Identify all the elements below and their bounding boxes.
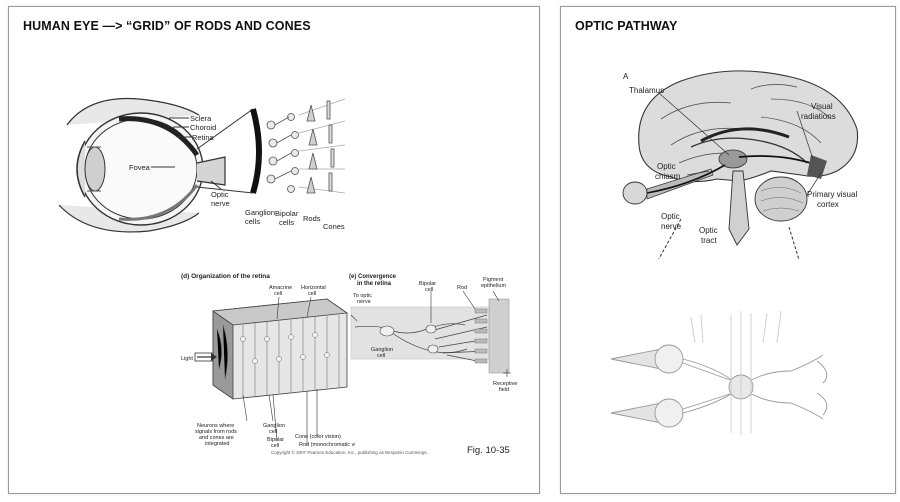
slide-title: OPTIC PATHWAY: [575, 19, 678, 33]
label-bipolar-cells-1: Bipolar: [275, 209, 299, 218]
slide-title: HUMAN EYE —> “GRID” OF RODS AND CONES: [23, 19, 311, 33]
label-e-bipolar-2: cell: [425, 287, 433, 293]
label-choroid: Choroid: [190, 123, 216, 132]
copyright-text: Copyright © 2007 Pearson Education, Inc.…: [271, 450, 428, 455]
label-neurons-3: and cones are: [199, 435, 234, 441]
label-bipolar-1: Bipolar: [267, 437, 284, 443]
label-neurons-1: Neurons where: [197, 423, 234, 429]
label-optic-chiasm-1: Optic: [657, 162, 676, 171]
label-bipolar-cells-2: cells: [279, 218, 294, 227]
label-to-optic-2: nerve: [357, 299, 371, 305]
label-retina: Retina: [192, 133, 215, 142]
label-optic-tract-1: Optic: [699, 226, 718, 235]
label-to-optic-1: To optic: [353, 293, 372, 299]
label-e-ganglion-2: cell: [377, 353, 385, 359]
label-receptive-2: field: [499, 387, 509, 393]
label-primary-cortex-1: Primary visual: [807, 190, 857, 199]
label-cone: Cone (color vision): [295, 434, 341, 440]
label-rod: Rod (monochromatic vision): [299, 442, 355, 448]
label-optic-nerve-2: nerve: [661, 222, 682, 231]
label-panel-a: A: [623, 72, 629, 81]
label-visual-radiations-2: radiations: [801, 112, 836, 121]
panel-e-title-2: in the retina: [357, 281, 392, 287]
label-receptive-1: Receptive: [493, 381, 517, 387]
label-sclera: Sclera: [190, 114, 212, 123]
label-primary-cortex-2: cortex: [817, 200, 839, 209]
label-optic-nerve-1: Optic: [211, 190, 229, 199]
retina-convergence-figure: (e) Convergence in the retina To optic: [349, 274, 517, 393]
retina-organization-figure: (d) Organization of the retina Amac: [181, 273, 355, 449]
label-thalamus: Thalamus: [629, 86, 664, 95]
label-ganglion-cells-2: cells: [245, 217, 260, 226]
slide-optic-pathway: OPTIC PATHWAY: [560, 6, 896, 494]
label-neurons-4: integrated: [205, 441, 229, 447]
label-horizontal-2: cell: [308, 291, 316, 297]
figure-label: Fig. 10-35: [467, 445, 510, 456]
label-cones: Cones: [323, 222, 345, 231]
label-pigment-1: Pigment: [483, 277, 504, 283]
label-e-ganglion-1: Ganglion: [371, 347, 393, 353]
label-ganglion-1: Ganglion: [263, 423, 285, 429]
label-ganglion-cells-1: Ganglion: [245, 208, 275, 217]
slide-human-eye: HUMAN EYE —> “GRID” OF RODS AND CONES: [8, 6, 540, 494]
label-ganglion-2: cell: [269, 429, 277, 435]
eye-cross-section-figure: Sclera Choroid Retina Fovea Optic nerve …: [58, 97, 346, 233]
label-optic-tract-2: tract: [701, 236, 717, 245]
label-pigment-2: epithelium: [481, 283, 506, 289]
label-rods: Rods: [303, 214, 321, 223]
label-bipolar-2: cell: [271, 443, 279, 449]
label-fovea: Fovea: [129, 163, 151, 172]
label-e-bipolar-1: Bipolar: [419, 281, 436, 287]
label-light: Light: [181, 356, 193, 362]
label-optic-nerve-2: nerve: [211, 199, 230, 208]
label-e-rod: Rod: [457, 285, 467, 291]
label-amacrine-2: cell: [274, 291, 282, 297]
label-neurons-2: signals from rods: [195, 429, 237, 435]
label-visual-radiations-1: Visual: [811, 102, 833, 111]
panel-d-title: (d) Organization of the retina: [181, 273, 270, 280]
label-optic-chiasm-2: chiasm: [655, 172, 681, 181]
label-optic-nerve-1: Optic: [661, 212, 680, 221]
visual-pathway-schematic: [610, 310, 828, 435]
panel-e-title-1: (e) Convergence: [349, 274, 397, 280]
label-horizontal-1: Horizontal: [301, 285, 326, 291]
label-amacrine-1: Amacrine: [269, 285, 292, 291]
brain-sagittal-figure: A Thalamus Visual radiations Optic chias…: [622, 70, 859, 259]
